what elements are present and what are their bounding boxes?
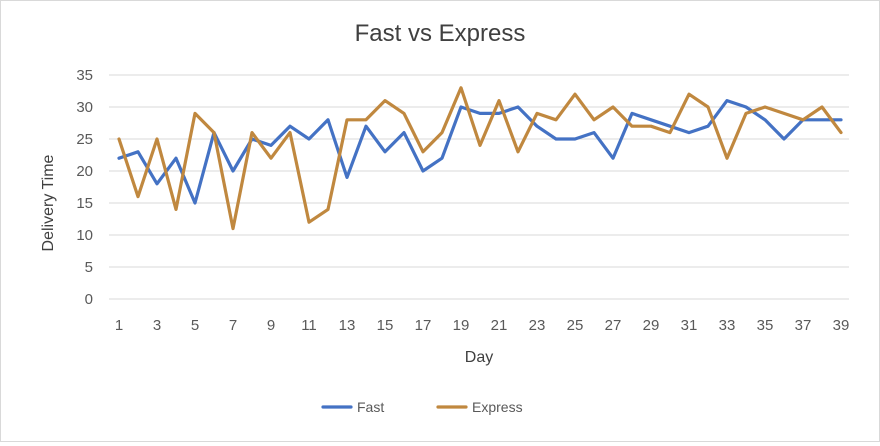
x-tick-label: 25	[567, 317, 584, 334]
legend-label-express: Express	[472, 399, 523, 415]
y-tick-label: 35	[76, 67, 93, 84]
x-tick-label: 31	[681, 317, 698, 334]
x-tick-label: 7	[229, 317, 237, 334]
y-tick-label: 0	[85, 291, 93, 308]
x-tick-label: 9	[267, 317, 275, 334]
y-tick-label: 15	[76, 195, 93, 212]
x-tick-label: 3	[153, 317, 161, 334]
chart-title: Fast vs Express	[355, 20, 526, 47]
x-tick-label: 35	[757, 317, 774, 334]
x-tick-label: 15	[377, 317, 394, 334]
x-tick-label: 37	[795, 317, 812, 334]
x-tick-label: 13	[339, 317, 356, 334]
x-tick-label: 17	[415, 317, 432, 334]
y-tick-label: 5	[85, 259, 93, 276]
series-line-fast	[117, 98, 843, 205]
x-tick-label: 1	[115, 317, 123, 334]
gridlines	[109, 74, 849, 300]
x-axis-ticks: 1 3 5 7 9 11 13 15 17 19 21 23 25 27 29 31 33 35 37 39	[115, 317, 850, 334]
y-axis-ticks: 0 5 10 15 20 25 30 35	[76, 67, 93, 308]
y-tick-label: 10	[76, 227, 93, 244]
x-tick-label: 27	[605, 317, 622, 334]
x-tick-label: 5	[191, 317, 199, 334]
x-tick-label: 19	[453, 317, 470, 334]
series-line-express	[117, 86, 843, 231]
series-lines	[117, 86, 843, 231]
y-tick-label: 30	[76, 99, 93, 116]
x-tick-label: 29	[643, 317, 660, 334]
y-tick-label: 25	[76, 131, 93, 148]
y-axis-title: Delivery Time	[40, 154, 57, 251]
x-axis-title: Day	[465, 349, 493, 366]
x-tick-label: 23	[529, 317, 546, 334]
y-tick-label: 20	[76, 163, 93, 180]
legend: Fast Express	[321, 399, 523, 415]
x-tick-label: 11	[301, 317, 317, 334]
x-tick-label: 33	[719, 317, 736, 334]
x-tick-label: 21	[491, 317, 508, 334]
legend-label-fast: Fast	[357, 399, 384, 415]
x-tick-label: 39	[833, 317, 850, 334]
